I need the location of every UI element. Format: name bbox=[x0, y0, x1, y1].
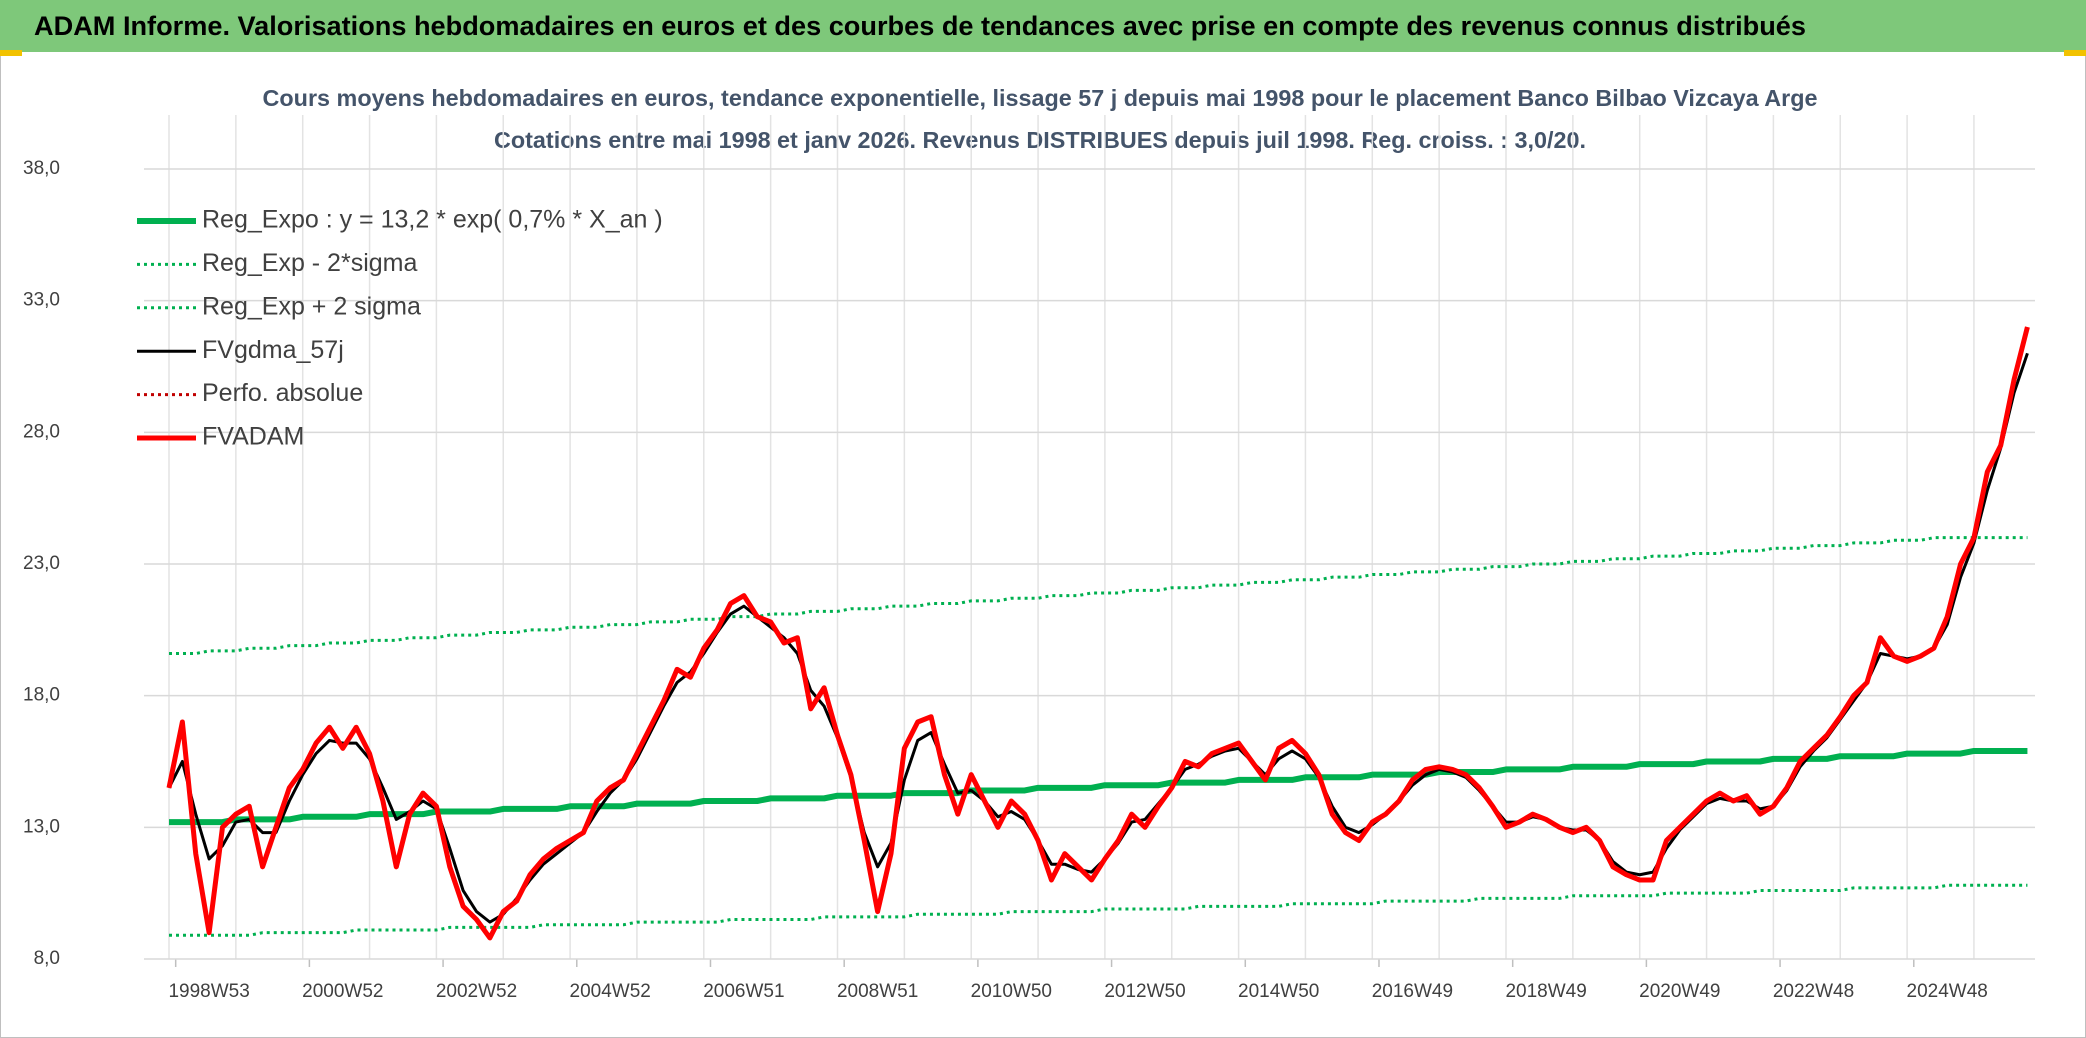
x-tick-label: 2004W52 bbox=[570, 981, 651, 1002]
x-tick-label: 2006W51 bbox=[703, 981, 784, 1002]
series-line bbox=[166, 326, 2030, 941]
grid: 1998W53 2000W52 2002W52 2004W52 2006W51 2008W… bbox=[23, 115, 2035, 1002]
y-tick-label: 33,0 bbox=[23, 290, 60, 311]
x-tick-label: 2002W52 bbox=[436, 981, 517, 1002]
x-tick-label: 2024W48 bbox=[1907, 981, 1988, 1002]
x-tick-label: 2008W51 bbox=[837, 981, 918, 1002]
series-line bbox=[169, 747, 2028, 826]
series-line bbox=[169, 883, 2028, 937]
page-title: ADAM Informe. Valorisations hebdomadaire… bbox=[34, 11, 1806, 41]
y-tick-label: 38,0 bbox=[23, 158, 60, 179]
chart-title: Cours moyens hebdomadaires en euros, ten… bbox=[263, 85, 1818, 111]
chart-subtitle: Cotations entre mai 1998 et janv 2026. R… bbox=[494, 127, 1586, 153]
y-tick-label: 28,0 bbox=[23, 421, 60, 442]
y-tick-label: 8,0 bbox=[34, 948, 60, 969]
x-tick-label: 2022W48 bbox=[1773, 981, 1854, 1002]
legend-label: FVADAM bbox=[202, 423, 304, 451]
legend: Reg_Expo : y = 13,2 * exp( 0,7% * X_an )… bbox=[137, 206, 663, 451]
y-tick-label: 18,0 bbox=[23, 685, 60, 706]
y-tick-label: 23,0 bbox=[23, 553, 60, 574]
x-tick-label: 2012W50 bbox=[1104, 981, 1185, 1002]
plot bbox=[166, 326, 2030, 941]
x-tick-label: 1998W53 bbox=[168, 981, 249, 1002]
legend-label: FVgdma_57j bbox=[202, 336, 344, 364]
legend-label: Reg_Exp + 2 sigma bbox=[202, 292, 421, 320]
legend-label: Reg_Expo : y = 13,2 * exp( 0,7% * X_an ) bbox=[202, 206, 663, 234]
legend-label: Perfo. absolue bbox=[202, 379, 363, 407]
x-tick-label: 2020W49 bbox=[1639, 981, 1720, 1002]
legend-label: Reg_Exp - 2*sigma bbox=[202, 249, 417, 277]
title-bar bbox=[0, 0, 2086, 52]
y-tick-label: 13,0 bbox=[23, 816, 60, 837]
corner bbox=[2064, 50, 2086, 56]
x-tick-label: 2016W49 bbox=[1372, 981, 1453, 1002]
x-tick-label: 2018W49 bbox=[1505, 981, 1586, 1002]
x-tick-label: 2010W50 bbox=[971, 981, 1052, 1002]
x-tick-label: 2000W52 bbox=[302, 981, 383, 1002]
corner bbox=[0, 50, 22, 56]
x-tick-label: 2014W50 bbox=[1238, 981, 1319, 1002]
